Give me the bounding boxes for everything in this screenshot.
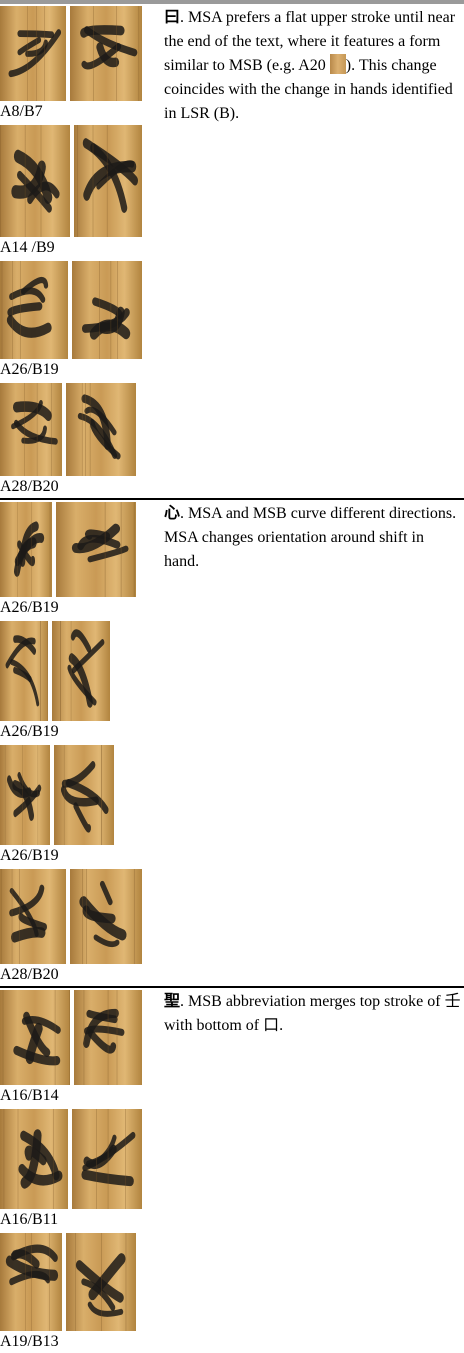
row-label: A28/B20 (0, 478, 59, 495)
slip-image (0, 990, 70, 1085)
description-text: . MSA prefers a flat upper stroke until … (164, 9, 456, 74)
row-label: A26/B19 (0, 599, 59, 616)
image-pair (0, 125, 160, 237)
description: 心. MSA and MSB curve different direction… (160, 500, 464, 986)
slip-image (74, 990, 142, 1085)
slip-image (0, 125, 70, 237)
brush-strokes (75, 1233, 127, 1331)
slip-image (54, 745, 114, 845)
image-row: A19/B13 (0, 1231, 160, 1353)
brush-strokes (11, 383, 58, 476)
image-row: A26/B19 (0, 259, 160, 381)
document: A8/B7 A14 /B9 A26/B19 A28/B20 曰. MSA prefers… (0, 4, 464, 1353)
brush-strokes (79, 869, 135, 964)
image-pair (0, 383, 160, 476)
slip-image (52, 621, 110, 721)
top-bar (0, 0, 464, 4)
slip-image (0, 502, 52, 597)
slip-image (66, 1233, 136, 1331)
row-label: A8/B7 (0, 103, 43, 120)
brush-strokes (2, 990, 70, 1085)
slip-image (0, 621, 48, 721)
brush-strokes (5, 621, 48, 721)
image-pair (0, 990, 160, 1085)
description-text: . MSB abbreviation merges top stroke of … (164, 993, 461, 1034)
glyph: 曰 (164, 9, 181, 26)
slip-image (0, 1109, 68, 1209)
glyph: 聖 (164, 993, 181, 1010)
image-row: A26/B19 (0, 743, 160, 867)
section: A26/B19 A26/B19 A26/B19 A28/B20 心. MSA and M… (0, 500, 464, 988)
row-label: A26/B19 (0, 847, 59, 864)
slip-image (0, 1233, 62, 1331)
image-row: A16/B11 (0, 1107, 160, 1231)
slip-image (70, 869, 142, 964)
brush-strokes (3, 1109, 63, 1209)
slip-image (72, 1109, 142, 1209)
brush-strokes (81, 261, 131, 359)
image-row: A28/B20 (0, 381, 160, 498)
slip-image (0, 869, 66, 964)
brush-strokes (0, 869, 48, 964)
description: 曰. MSA prefers a flat upper stroke until… (160, 4, 464, 498)
brush-strokes (77, 125, 138, 237)
image-row: A14 /B9 (0, 123, 160, 259)
image-pair (0, 6, 160, 101)
brush-strokes (77, 383, 121, 476)
section: A16/B14 A16/B11 A19/B13 聖. MSB abbreviation… (0, 988, 464, 1353)
image-pair (0, 1109, 160, 1209)
brush-strokes (4, 745, 42, 845)
brush-strokes (81, 1109, 136, 1209)
image-pair (0, 869, 160, 964)
image-row: A8/B7 (0, 4, 160, 123)
image-column: A8/B7 A14 /B9 A26/B19 A28/B20 (0, 4, 160, 498)
brush-strokes (80, 6, 140, 101)
brush-strokes (8, 6, 62, 101)
slip-image (66, 383, 136, 476)
inline-slip-image (329, 54, 346, 74)
slip-image (74, 125, 142, 237)
row-label: A14 /B9 (0, 239, 55, 256)
slip-image (72, 261, 142, 359)
image-pair (0, 261, 160, 359)
image-column: A26/B19 A26/B19 A26/B19 A28/B20 (0, 500, 160, 986)
brush-strokes (0, 125, 60, 237)
row-label: A16/B14 (0, 1087, 59, 1104)
image-pair (0, 745, 160, 845)
image-row: A28/B20 (0, 867, 160, 986)
row-label: A28/B20 (0, 966, 59, 983)
image-row: A26/B19 (0, 500, 160, 619)
section: A8/B7 A14 /B9 A26/B19 A28/B20 曰. MSA prefers… (0, 4, 464, 500)
image-pair (0, 621, 160, 721)
row-label: A26/B19 (0, 723, 59, 740)
description-text: . MSA and MSB curve different directions… (164, 505, 457, 570)
image-row: A26/B19 (0, 619, 160, 743)
row-label: A19/B13 (0, 1333, 59, 1350)
brush-strokes (1, 261, 52, 359)
image-row: A16/B14 (0, 988, 160, 1107)
brush-strokes (83, 990, 125, 1085)
brush-strokes (60, 621, 105, 721)
image-pair (0, 1233, 160, 1331)
slip-image (0, 261, 68, 359)
slip-image (70, 6, 142, 101)
brush-strokes (13, 502, 51, 597)
slip-image (0, 745, 50, 845)
image-column: A16/B14 A16/B11 A19/B13 (0, 988, 160, 1353)
row-label: A26/B19 (0, 361, 59, 378)
brush-strokes (60, 745, 109, 845)
glyph: 心 (164, 505, 181, 522)
slip-image (0, 6, 66, 101)
description-text: ). This change coincides with the change… (164, 57, 453, 122)
brush-strokes (71, 502, 135, 597)
slip-image (0, 383, 62, 476)
slip-image (56, 502, 136, 597)
description: 聖. MSB abbreviation merges top stroke of… (160, 988, 464, 1353)
row-label: A16/B11 (0, 1211, 59, 1228)
brush-strokes (5, 1233, 59, 1331)
image-pair (0, 502, 160, 597)
